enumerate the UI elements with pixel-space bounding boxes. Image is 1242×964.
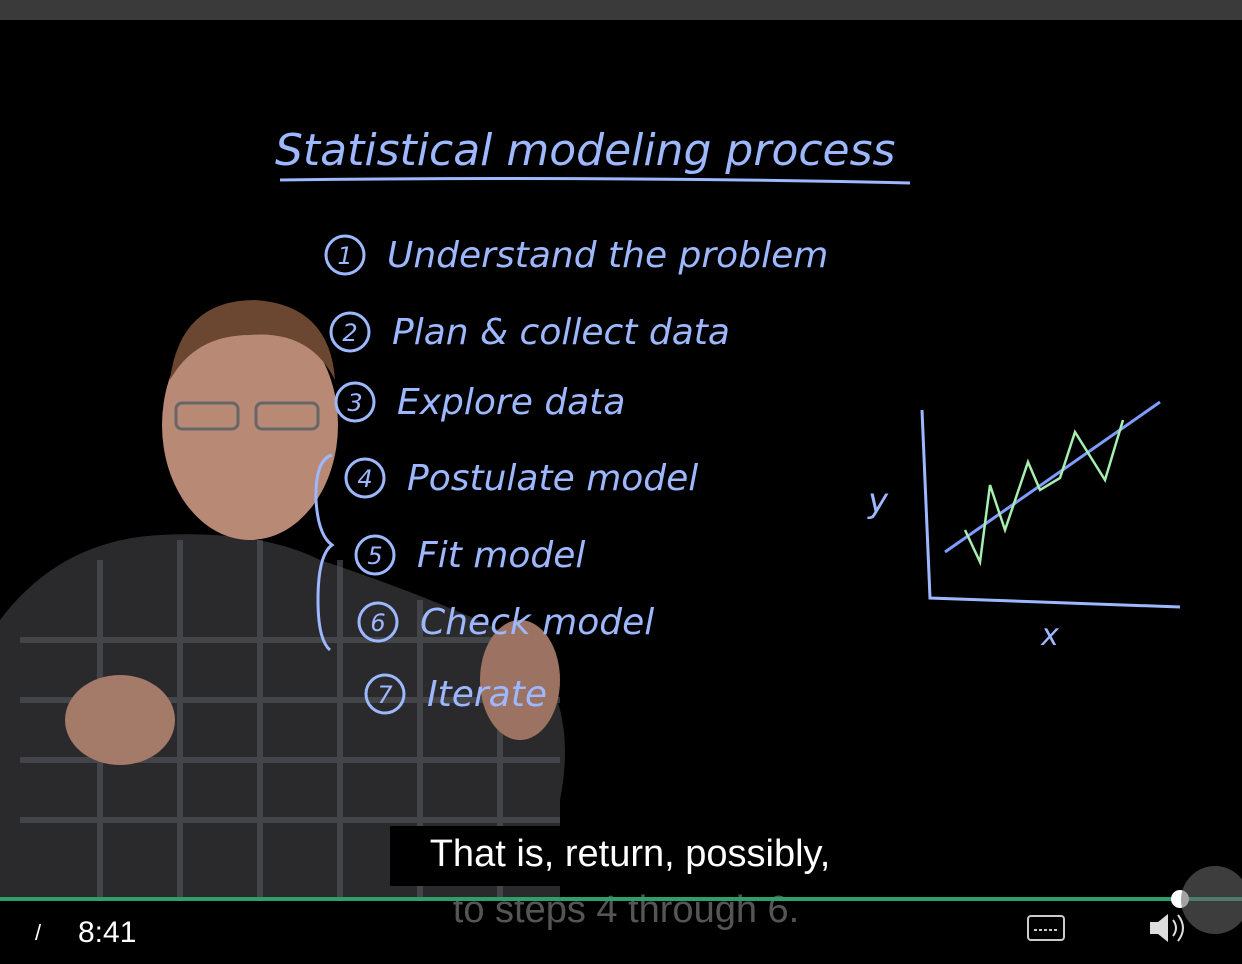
step-label: Explore data: [397, 382, 625, 423]
steps: 1 Understand the problem 2 Plan & collect d…: [324, 234, 828, 715]
step-label: Understand the problem: [387, 235, 828, 276]
step-circle: [329, 311, 371, 353]
caption-bg: [390, 826, 870, 886]
presenter: [0, 300, 565, 900]
caption-line: That is, return, possibly,: [430, 833, 831, 875]
step-circle: [344, 457, 386, 499]
brace: [314, 453, 335, 652]
step-number: 1: [337, 242, 352, 270]
step-circle: [354, 534, 396, 576]
step-circle: [334, 381, 376, 423]
logo: [1181, 866, 1242, 934]
step-label: Iterate: [427, 674, 547, 715]
sketch-plot: y x: [867, 400, 1181, 653]
step-circle: [324, 234, 366, 276]
step-number: 2: [342, 319, 357, 347]
data-zigzag: [963, 419, 1125, 567]
step-number: 6: [370, 609, 385, 637]
board-title: Statistical modeling process: [275, 125, 895, 176]
step-number: 5: [367, 542, 382, 570]
step-circle: [364, 673, 406, 715]
step-number: 7: [377, 681, 393, 709]
top-bar: [0, 0, 1242, 20]
step-label: Postulate model: [407, 458, 698, 499]
y-axis-label: y: [867, 481, 889, 521]
axes: [920, 409, 1181, 609]
time-separator: /: [35, 920, 42, 945]
captions-button[interactable]: [1027, 915, 1065, 941]
step-circle: [357, 601, 399, 643]
progress-bar[interactable]: [0, 897, 1242, 901]
step-label: Fit model: [417, 535, 585, 576]
step-number: 3: [347, 389, 362, 417]
x-axis-label: x: [1040, 618, 1059, 653]
volume-button[interactable]: [1150, 914, 1184, 942]
current-time: 8:41: [78, 916, 136, 949]
caption-line: to steps 4 through 6.: [453, 889, 799, 931]
title-underline: [279, 177, 911, 185]
step-label: Plan & collect data: [392, 312, 730, 353]
fit-line: [944, 400, 1161, 554]
step-label: Check model: [420, 602, 654, 643]
step-number: 4: [357, 465, 372, 493]
